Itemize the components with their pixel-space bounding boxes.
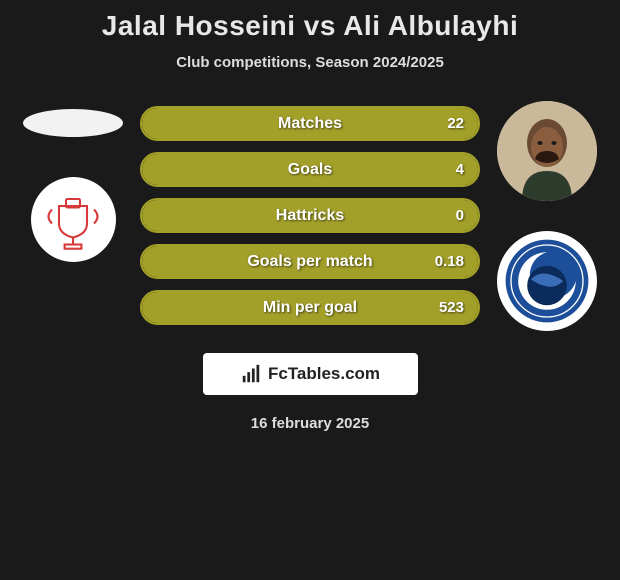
bar-value: 4: [456, 161, 464, 178]
bar-value: 523: [439, 299, 464, 316]
page-title: Jalal Hosseini vs Ali Albulayhi: [0, 10, 620, 42]
right-club-logo: [497, 231, 597, 331]
bar-label: Goals: [288, 161, 332, 179]
left-player-avatar: [23, 109, 123, 137]
subtitle: Club competitions, Season 2024/2025: [0, 54, 620, 71]
stat-bar: Matches 22: [140, 106, 480, 141]
main-row: Matches 22 Goals 4 Hattricks 0 Goals per…: [0, 101, 620, 331]
stat-bar: Hattricks 0: [140, 198, 480, 233]
left-player-column: [18, 101, 128, 262]
bar-label: Min per goal: [263, 299, 357, 317]
player-photo-icon: [497, 101, 597, 201]
left-club-logo: [31, 177, 116, 262]
stat-bar: Min per goal 523: [140, 290, 480, 325]
bar-label: Goals per match: [247, 253, 372, 271]
alhilal-crest-icon: [502, 236, 592, 326]
bar-value: 0.18: [435, 253, 464, 270]
stat-bar: Goals per match 0.18: [140, 244, 480, 279]
stat-bars: Matches 22 Goals 4 Hattricks 0 Goals per…: [140, 101, 480, 325]
bar-value: 0: [456, 207, 464, 224]
right-player-avatar: [497, 101, 597, 201]
right-player-column: [492, 101, 602, 331]
bar-label: Matches: [278, 115, 342, 133]
comparison-infographic: Jalal Hosseini vs Ali Albulayhi Club com…: [0, 0, 620, 432]
bar-label: Hattricks: [276, 207, 344, 225]
date-text: 16 february 2025: [0, 415, 620, 432]
watermark-text: FcTables.com: [268, 364, 380, 384]
bar-value: 22: [447, 115, 464, 132]
stat-bar: Goals 4: [140, 152, 480, 187]
trophy-crest-icon: [38, 185, 108, 255]
chart-icon: [240, 363, 262, 385]
watermark: FcTables.com: [203, 353, 418, 395]
